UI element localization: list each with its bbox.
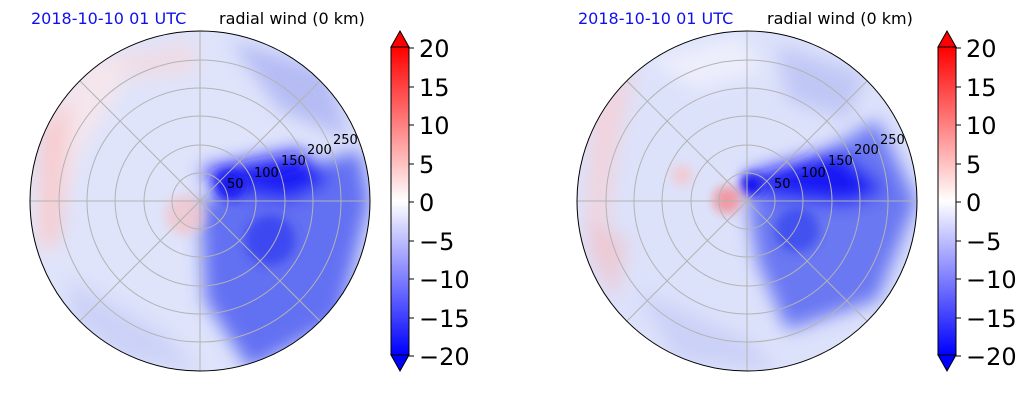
variable-label: radial wind (0 km)	[219, 9, 365, 28]
colorbar-tick-label: 20	[419, 35, 450, 63]
plot-boundary	[576, 30, 918, 372]
colorbar-tick-label: −15	[966, 305, 1017, 333]
colorbar-tick-label: −5	[419, 228, 454, 256]
date-label: 2018-10-10 01 UTC	[578, 9, 734, 28]
colorbar-tick-label: 10	[419, 112, 450, 140]
polar-grid	[30, 31, 370, 371]
radial-tick-label: 150	[828, 154, 853, 169]
colorbar-tick-label: 0	[419, 189, 434, 217]
colorbar-tick-label: −10	[419, 266, 470, 294]
colorbar-tick-label: −20	[966, 343, 1017, 371]
radial-tick-label: 250	[333, 133, 358, 148]
colorbar: 20 15 10 5 0 −5 −10 −15 −20	[937, 29, 1017, 373]
colorbar-tick-label: 20	[966, 35, 997, 63]
colorbar-tick-label: −5	[966, 228, 1001, 256]
plot-boundary	[29, 30, 371, 372]
colorbar-tick-label: −10	[966, 266, 1017, 294]
polar-plot: 50 100 150 200 250 20 15 10 5 0	[29, 29, 470, 373]
radial-tick-label: 50	[227, 177, 244, 192]
variable-label: radial wind (0 km)	[767, 9, 913, 28]
colorbar-ticks	[956, 47, 961, 357]
radial-tick-label: 250	[880, 133, 905, 148]
panel-right: 2018-10-10 01 UTC radial wind (0 km)	[547, 0, 1028, 401]
polar-plot: 50 100 150 200 250 20 15 10 5 0	[576, 29, 1017, 373]
polar-grid	[577, 31, 917, 371]
radial-tick-label: 150	[281, 154, 306, 169]
radial-tick-label: 200	[307, 143, 332, 158]
radial-tick-label: 200	[854, 143, 879, 158]
colorbar-tick-label: 10	[966, 112, 997, 140]
colorbar-tick-label: 15	[966, 74, 997, 102]
panel-left: 2018-10-10 01 UTC radial wind (0 km)	[29, 9, 470, 373]
colorbar: 20 15 10 5 0 −5 −10 −15 −20	[390, 29, 470, 373]
colorbar-tick-label: 15	[419, 74, 450, 102]
colorbar-tick-label: −15	[419, 305, 470, 333]
date-label: 2018-10-10 01 UTC	[31, 9, 187, 28]
radial-tick-label: 50	[774, 177, 791, 192]
radial-tick-label: 100	[254, 166, 279, 181]
colorbar-tick-label: −20	[419, 343, 470, 371]
colorbar-tick-label: 5	[419, 151, 434, 179]
colorbar-ticks	[409, 47, 414, 357]
radial-tick-label: 100	[801, 166, 826, 181]
colorbar-tick-label: 5	[966, 151, 981, 179]
colorbar-tick-label: 0	[966, 189, 981, 217]
